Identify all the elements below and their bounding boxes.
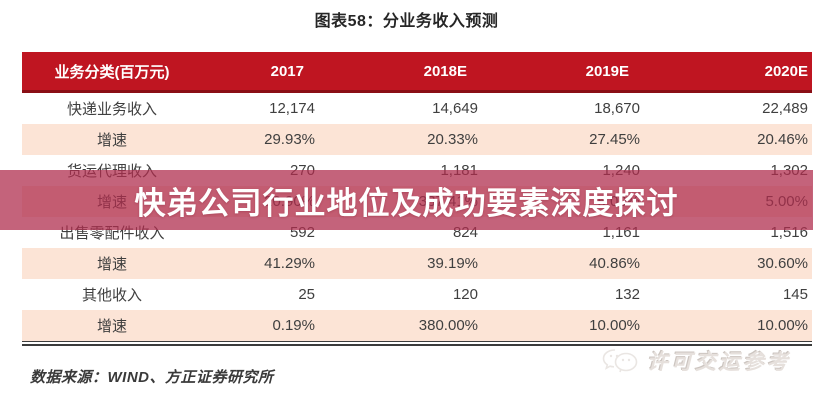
table-row-express-revenue: 快递业务收入 12,174 14,649 18,670 22,489 (22, 93, 812, 124)
table-row-other-growth: 增速 0.19% 380.00% 10.00% 10.00% (22, 310, 812, 341)
table-header-row: 业务分类(百万元) 2017 2018E 2019E 2020E (22, 52, 812, 93)
header-2020e: 2020E (764, 62, 808, 80)
table-row-express-growth: 增速 29.93% 20.33% 27.45% 20.46% (22, 124, 812, 155)
cell-2019e: 18,670 (594, 100, 640, 117)
source-note: 数据来源：WIND、方正证券研究所 (30, 369, 274, 386)
cell-2018e: 380.00% (418, 317, 478, 334)
cell-2018e: 20.33% (427, 131, 478, 148)
cell-2018e: 120 (452, 286, 478, 303)
cell-2017: 0.19% (272, 317, 315, 334)
cell-2019e: 40.86% (589, 255, 640, 272)
table-bottom-rule (22, 341, 812, 346)
header-business-category: 业务分类(百万元) (54, 63, 170, 81)
cell-2020e: 22,489 (762, 100, 808, 117)
cell-2019e: 132 (614, 286, 640, 303)
cell-2020e: 145 (782, 286, 808, 303)
header-2017: 2017 (270, 62, 304, 80)
table-row-other-revenue: 其他收入 25 120 132 145 (22, 279, 812, 310)
row-label: 增速 (96, 256, 127, 273)
watermark: 许可交运参考 (601, 346, 791, 376)
cell-2018e: 39.19% (427, 255, 478, 272)
watermark-text: 许可交运参考 (647, 351, 791, 374)
table-row-parts-sales-growth: 增速 41.29% 39.19% 40.86% 30.60% (22, 248, 812, 279)
cell-2018e: 14,649 (432, 100, 478, 117)
cell-2017: 29.93% (264, 131, 315, 148)
row-label: 增速 (96, 318, 127, 335)
overlay-banner-text: 快弟公司行业地位及成功要素深度探讨 (134, 185, 679, 221)
cell-2019e: 27.45% (589, 131, 640, 148)
cell-2020e: 10.00% (757, 317, 808, 334)
cell-2017: 25 (298, 286, 315, 303)
cell-2017: 12,174 (269, 100, 315, 117)
row-label: 其他收入 (81, 287, 142, 304)
row-label: 增速 (96, 132, 127, 149)
figure-title: 图表58：分业务收入预测 (314, 13, 499, 30)
row-label: 快递业务收入 (66, 101, 157, 118)
cell-2020e: 20.46% (757, 131, 808, 148)
cell-2017: 41.29% (264, 255, 315, 272)
cell-2020e: 30.60% (757, 255, 808, 272)
wechat-icon (602, 349, 638, 373)
header-2018e: 2018E (423, 62, 467, 80)
overlay-banner: 快弟公司行业地位及成功要素深度探讨 (0, 170, 813, 230)
cell-2019e: 10.00% (589, 317, 640, 334)
header-2019e: 2019E (585, 62, 629, 80)
